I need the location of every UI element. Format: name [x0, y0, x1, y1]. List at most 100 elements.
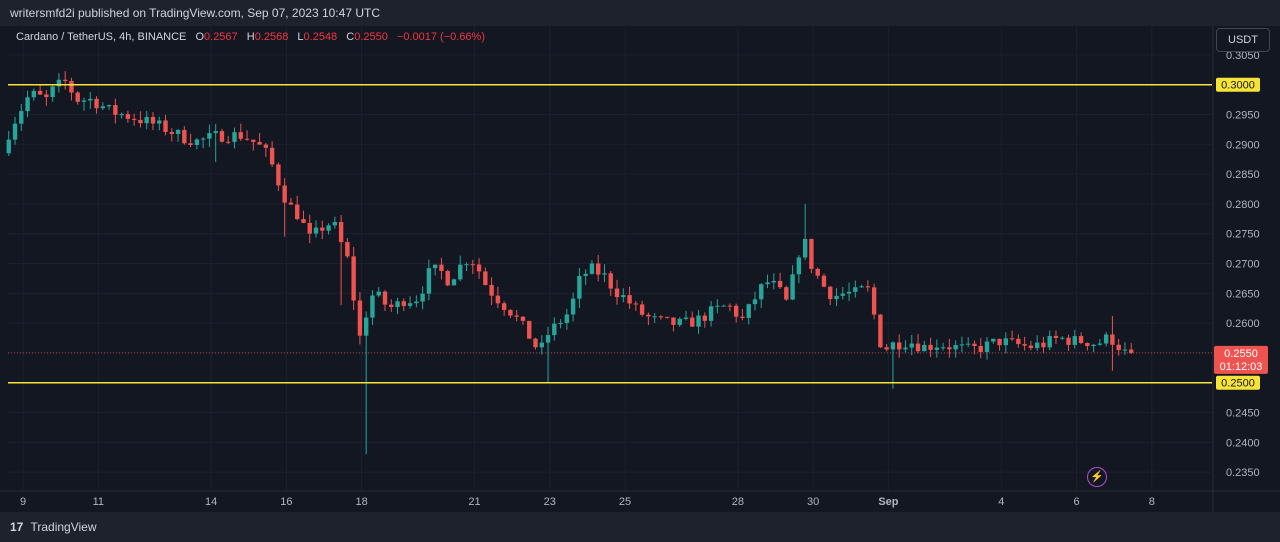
open-label: O: [195, 31, 205, 43]
candle-body: [1066, 337, 1071, 345]
candle-body: [683, 317, 689, 319]
brand-name: TradingView: [30, 520, 97, 534]
candle-body: [884, 347, 889, 350]
chart-area[interactable]: [0, 26, 1280, 512]
candle-body: [389, 304, 394, 307]
candle-body: [834, 295, 839, 300]
candle-body: [733, 305, 739, 317]
candle-body: [828, 286, 833, 300]
level-price-tag: [1216, 77, 1260, 92]
y-tick-label: 0.2650: [1226, 288, 1260, 300]
candle-body: [1053, 335, 1059, 338]
candle-body: [269, 147, 275, 165]
candle-body: [19, 111, 24, 124]
candle-body: [257, 141, 262, 145]
candle-body: [1122, 349, 1128, 351]
candle-body: [953, 345, 958, 350]
candle-body: [445, 270, 450, 286]
level-price-label: 0.3000: [1221, 80, 1255, 92]
x-tick-label: 4: [998, 496, 1004, 508]
candle-body: [401, 301, 407, 306]
candle-body: [545, 335, 551, 343]
candle-body: [991, 338, 996, 342]
candle-body: [131, 118, 137, 120]
high-value: 0.2568: [254, 31, 289, 43]
candle-body: [119, 114, 124, 116]
candle-body: [915, 343, 921, 352]
candle-body: [802, 238, 808, 258]
candle-body: [997, 338, 1002, 346]
x-tick-label: 21: [468, 496, 480, 508]
publish-header: writersmfd2i published on TradingView.co…: [0, 0, 1280, 26]
candle-body: [351, 256, 356, 301]
candle-body: [458, 264, 463, 280]
candle-body: [138, 119, 143, 124]
candle-body: [1003, 338, 1009, 346]
candle-body: [552, 323, 557, 336]
candle-body: [69, 80, 74, 93]
candle-body: [627, 295, 632, 304]
flash-icon[interactable]: ⚡: [1087, 467, 1107, 487]
candle-body: [25, 97, 30, 112]
candle-body: [251, 139, 256, 142]
candle-body: [984, 341, 990, 352]
candle-body: [1009, 338, 1015, 340]
y-tick-label: 0.2750: [1226, 229, 1260, 241]
candle-body: [821, 275, 827, 287]
tradingview-logo-icon: 17: [10, 520, 24, 534]
candle-body: [175, 130, 181, 134]
currency-button[interactable]: USDT: [1216, 28, 1270, 52]
candle-body: [922, 344, 927, 352]
candle-body: [539, 342, 544, 348]
candle-body: [226, 141, 231, 143]
candle-body: [746, 304, 751, 318]
candle-body: [106, 105, 112, 107]
candle-body: [527, 320, 532, 339]
candle-body: [602, 273, 607, 275]
chart-legend: Cardano / TetherUS, 4h, BINANCE O0.2567 …: [16, 31, 485, 43]
y-tick-label: 0.2700: [1226, 259, 1260, 271]
candle-body: [244, 138, 250, 140]
candle-body: [44, 94, 49, 98]
candle-body: [150, 116, 156, 124]
candle-body: [31, 90, 37, 98]
candle-body: [1047, 335, 1052, 348]
candle-body: [213, 131, 218, 134]
candle-body: [6, 139, 11, 154]
high-label: H: [246, 31, 255, 43]
candle-body: [169, 131, 174, 134]
close-value: 0.2550: [354, 31, 388, 43]
price-chart[interactable]: 0.3050 0.3000 0.2950 0.2900 0.2850 0.2800 0.27…: [0, 0, 1280, 512]
x-tick-label: 14: [205, 496, 217, 508]
candle-body: [671, 317, 676, 325]
candle-body: [564, 314, 570, 323]
candle-body: [238, 132, 243, 139]
candle-body: [727, 305, 733, 307]
candle-body: [1091, 344, 1096, 347]
y-tick-label: 0.2600: [1226, 318, 1260, 330]
candle-body: [1129, 349, 1134, 353]
candle-body: [326, 225, 331, 231]
candle-body: [1103, 334, 1109, 344]
candle-body: [765, 282, 770, 285]
candle-body: [690, 317, 695, 327]
candle-body: [301, 219, 306, 223]
candle-body: [144, 116, 149, 124]
candle-body: [1097, 343, 1103, 345]
change-value: −0.0017 (−0.66%): [396, 31, 485, 43]
candle-body: [363, 317, 369, 336]
candle-body: [558, 322, 563, 324]
candle-body: [194, 139, 200, 145]
candle-body: [464, 264, 469, 266]
brand[interactable]: 17 TradingView: [10, 520, 97, 534]
x-tick-label: 25: [619, 496, 631, 508]
candle-body: [959, 344, 965, 346]
x-tick-label: Sep: [878, 496, 898, 508]
candle-body: [200, 138, 206, 140]
candle-body: [495, 295, 501, 304]
candle-body: [1078, 336, 1084, 343]
candle-body: [1060, 337, 1065, 339]
candle-body: [157, 120, 162, 124]
candle-body: [313, 227, 319, 234]
candle-body: [846, 291, 852, 294]
